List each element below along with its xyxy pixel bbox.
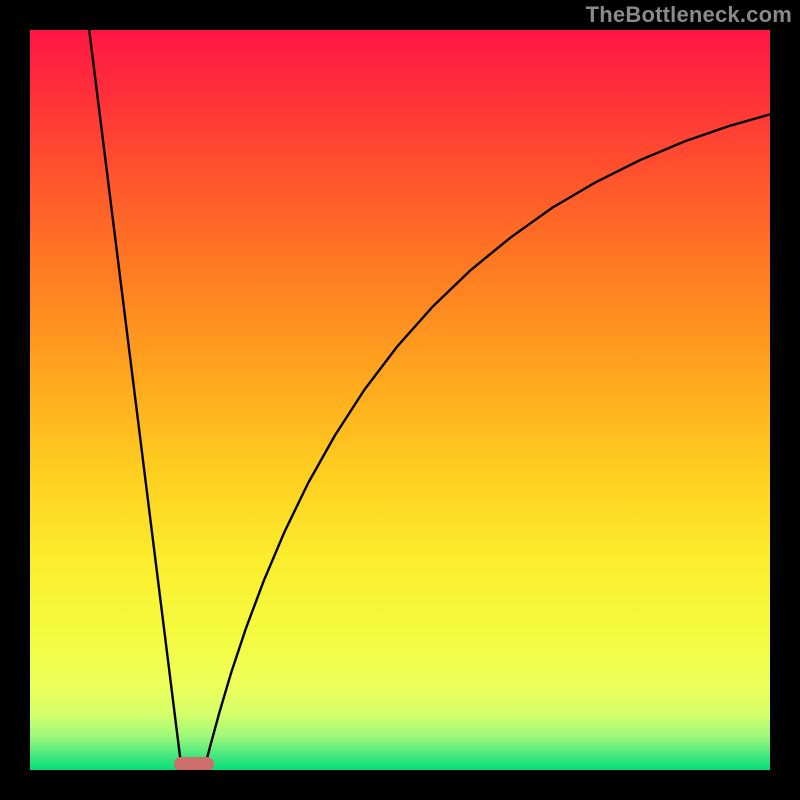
minimum-marker bbox=[174, 757, 214, 770]
bottleneck-chart: { "canvas": { "width": 800, "height": 80… bbox=[0, 0, 800, 800]
bottleneck-curve-svg bbox=[30, 30, 770, 770]
watermark-text: TheBottleneck.com bbox=[586, 2, 792, 28]
curve-left-leg bbox=[89, 30, 182, 770]
plot-area bbox=[30, 30, 770, 770]
curve-right-leg bbox=[204, 114, 770, 770]
